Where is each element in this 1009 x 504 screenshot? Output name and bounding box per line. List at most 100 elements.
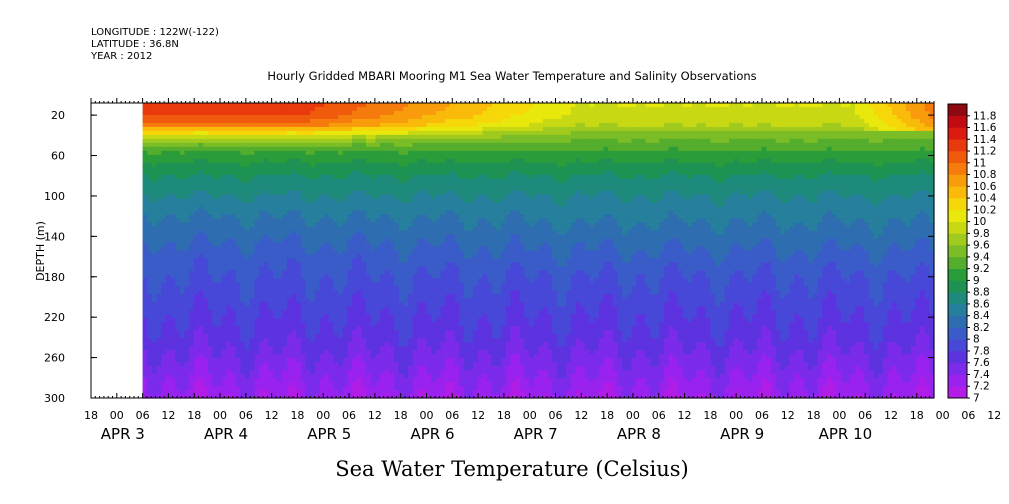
heatmap-cell: [272, 326, 279, 331]
heatmap-cell: [366, 190, 372, 196]
heatmap-cell: [184, 378, 190, 383]
heatmap-cell: [254, 286, 260, 291]
heatmap-cell: [352, 110, 358, 116]
heatmap-cell: [403, 334, 409, 339]
heatmap-cell: [370, 146, 376, 152]
heatmap-cell: [393, 218, 400, 224]
heatmap-cell: [449, 354, 456, 359]
heatmap-cell: [240, 290, 246, 295]
heatmap-cell: [356, 150, 363, 156]
heatmap-cell: [440, 262, 446, 268]
heatmap-cell: [184, 142, 190, 148]
heatmap-cell: [319, 326, 325, 331]
heatmap-cell: [189, 246, 195, 252]
heatmap-cell: [249, 378, 255, 383]
heatmap-cell: [212, 182, 218, 188]
heatmap-cell: [314, 130, 321, 136]
heatmap-cell: [356, 310, 363, 315]
heatmap-cell: [189, 394, 195, 399]
heatmap-cell: [231, 266, 237, 272]
heatmap-cell: [445, 382, 451, 387]
heatmap-cell: [268, 282, 274, 287]
heatmap-cell: [384, 262, 390, 268]
heatmap-cell: [417, 250, 423, 256]
heatmap-cell: [254, 138, 260, 144]
heatmap-cell: [398, 282, 404, 287]
heatmap-cell: [421, 322, 428, 327]
heatmap-cell: [212, 298, 218, 303]
heatmap-cell: [440, 202, 446, 208]
heatmap-cell: [338, 174, 344, 180]
heatmap-cell: [310, 250, 316, 256]
heatmap-cell: [305, 226, 311, 232]
heatmap-cell: [245, 254, 251, 260]
heatmap-cell: [454, 230, 460, 236]
heatmap-cell: [221, 362, 228, 367]
heatmap-cell: [426, 394, 432, 399]
heatmap-cell: [310, 178, 316, 184]
heatmap-cell: [217, 278, 223, 283]
heatmap-cell: [445, 326, 451, 331]
heatmap-cell: [189, 198, 195, 204]
heatmap-cell: [245, 382, 251, 387]
heatmap-cell: [305, 326, 311, 331]
heatmap-cell: [240, 338, 246, 343]
heatmap-cell: [426, 230, 432, 236]
heatmap-cell: [184, 382, 190, 387]
heatmap-cell: [454, 198, 460, 204]
heatmap-cell: [189, 314, 195, 319]
heatmap-cell: [277, 142, 283, 148]
heatmap-cell: [207, 310, 214, 315]
heatmap-cell: [375, 294, 381, 299]
heatmap-cell: [314, 106, 321, 112]
heatmap-cell: [175, 278, 181, 283]
heatmap-cell: [207, 338, 214, 343]
heatmap-cell: [291, 378, 297, 383]
heatmap-cell: [356, 142, 363, 148]
heatmap-cell: [445, 370, 451, 375]
heatmap-cell: [347, 254, 353, 260]
heatmap-cell: [407, 222, 414, 228]
heatmap-cell: [412, 286, 418, 291]
heatmap-cell: [165, 282, 172, 287]
heatmap-cell: [142, 290, 148, 295]
heatmap-cell: [263, 338, 269, 343]
heatmap-cell: [440, 218, 446, 224]
heatmap-cell: [380, 218, 386, 224]
heatmap-cell: [393, 210, 400, 216]
heatmap-cell: [254, 130, 260, 136]
heatmap-cell: [328, 382, 335, 387]
heatmap-cell: [249, 202, 255, 208]
heatmap-cell: [356, 318, 363, 323]
heatmap-cell: [300, 258, 307, 264]
heatmap-cell: [380, 306, 386, 311]
heatmap-cell: [221, 186, 228, 192]
heatmap-cell: [440, 142, 446, 148]
heatmap-cell: [352, 258, 358, 264]
heatmap-cell: [286, 378, 293, 383]
heatmap-cell: [179, 222, 186, 228]
heatmap-cell: [380, 246, 386, 252]
heatmap-cell: [403, 326, 409, 331]
heatmap-cell: [286, 222, 293, 228]
heatmap-cell: [147, 250, 153, 256]
heatmap-cell: [165, 174, 172, 180]
heatmap-cell: [235, 358, 241, 363]
heatmap-cell: [338, 246, 344, 252]
heatmap-cell: [221, 142, 228, 148]
heatmap-cell: [212, 286, 218, 291]
heatmap-cell: [258, 158, 265, 164]
heatmap-cell: [226, 362, 232, 367]
heatmap-cell: [310, 318, 316, 323]
heatmap-cell: [319, 254, 325, 260]
heatmap-cell: [328, 146, 335, 152]
heatmap-cell: [263, 298, 269, 303]
heatmap-cell: [445, 378, 451, 383]
heatmap-cell: [193, 218, 200, 224]
heatmap-cell: [375, 162, 381, 168]
heatmap-cell: [151, 226, 158, 232]
heatmap-cell: [421, 158, 428, 164]
heatmap-cell: [366, 202, 372, 208]
heatmap-cell: [282, 238, 288, 244]
heatmap-cell: [198, 394, 204, 399]
